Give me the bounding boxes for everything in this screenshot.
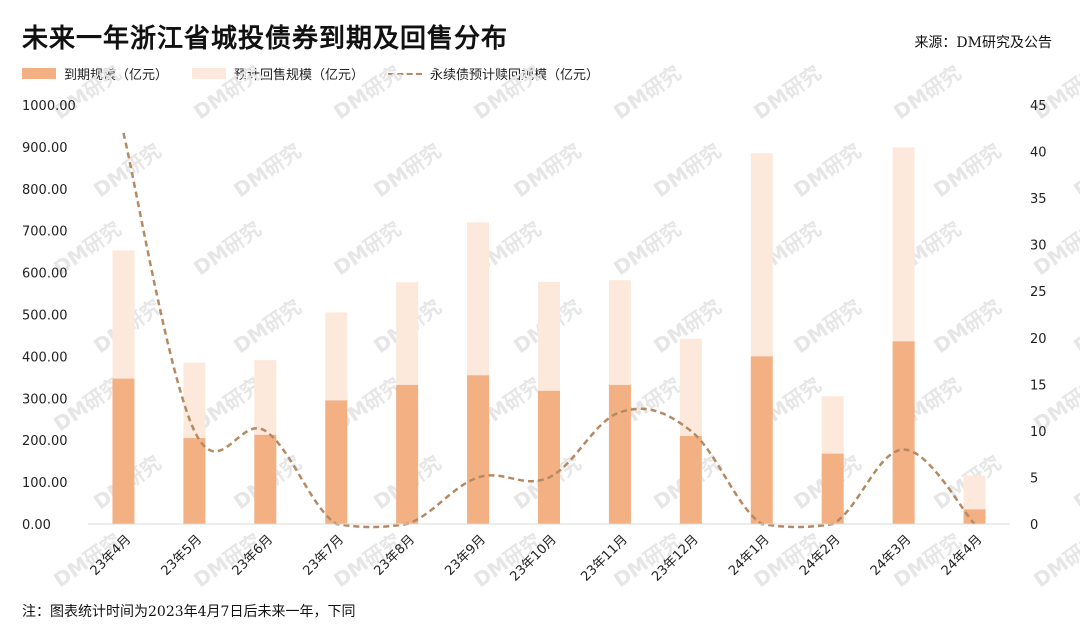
legend-label-maturity: 到期规模（亿元） xyxy=(64,68,169,83)
y-left-tick-label: 100.00 xyxy=(22,476,68,491)
y-right-tick-label: 40 xyxy=(1030,146,1047,161)
watermark-text: DM研究 xyxy=(609,217,685,281)
bar-maturity xyxy=(183,438,206,524)
bar-maturity xyxy=(467,375,490,524)
y-left-tick-label: 600.00 xyxy=(22,267,68,282)
watermark-text: DM研究 xyxy=(229,139,305,203)
bar-putback xyxy=(112,250,135,379)
legend-item-maturity: 到期规模（亿元） xyxy=(22,64,168,83)
watermark-text: DM研究 xyxy=(329,61,405,125)
bar-putback xyxy=(963,475,986,510)
watermark-text: DM研究 xyxy=(929,295,1005,359)
bar-maturity xyxy=(325,400,348,524)
bar-putback xyxy=(608,280,631,385)
bar-maturity xyxy=(254,434,277,524)
right-axis: 0 5 10 15 20 25 30 35 40 45 xyxy=(1030,99,1047,533)
bar-putback xyxy=(538,281,560,391)
legend-swatch-perpetual xyxy=(388,68,423,79)
y-left-tick-label: 1000.00 xyxy=(22,99,76,114)
watermark-text: DM研究 xyxy=(1069,139,1080,203)
bar-maturity xyxy=(538,390,560,524)
watermark-text: DM研究 xyxy=(49,61,125,125)
legend-label-putback: 预计回售规模（亿元） xyxy=(234,68,365,83)
watermark-text: DM研究 xyxy=(189,61,265,125)
watermark-text: DM研究 xyxy=(369,139,445,203)
bar-maturity xyxy=(821,453,844,524)
watermark-text: DM研究 xyxy=(889,61,965,125)
bar-putback xyxy=(254,360,277,435)
y-right-tick-label: 10 xyxy=(1030,425,1047,440)
source-label: 来源：DM研究及公告 xyxy=(914,35,1052,51)
y-right-tick-label: 45 xyxy=(1030,99,1047,114)
legend: 到期规模（亿元） 预计回售规模（亿元） 永续债预计赎回规模（亿元） xyxy=(22,64,599,83)
bar-putback xyxy=(396,282,419,385)
y-right-tick-label: 5 xyxy=(1030,471,1038,486)
watermark-text: DM研究 xyxy=(929,139,1005,203)
footnote: 注：图表统计时间为2023年4月7日后未来一年，下同 xyxy=(22,604,356,620)
bar-maturity xyxy=(750,356,773,524)
y-left-tick-label: 300.00 xyxy=(22,392,68,407)
y-left-tick-label: 200.00 xyxy=(22,434,68,449)
watermark-text: DM研究 xyxy=(1069,451,1080,515)
y-right-tick-label: 35 xyxy=(1030,192,1047,207)
bar-maturity xyxy=(892,341,915,524)
y-left-tick-label: 500.00 xyxy=(22,309,68,324)
bar-maturity xyxy=(112,378,135,524)
bar-maturity xyxy=(608,384,631,524)
y-left-tick-label: 0.00 xyxy=(22,518,51,533)
bar-putback xyxy=(325,312,348,401)
watermark-text: DM研究 xyxy=(789,295,865,359)
y-right-tick-label: 15 xyxy=(1030,378,1047,393)
legend-item-putback: 预计回售规模（亿元） xyxy=(192,64,364,83)
watermark-text: DM研究 xyxy=(229,295,305,359)
legend-swatch-maturity xyxy=(22,68,56,79)
y-left-tick-label: 700.00 xyxy=(22,225,68,240)
left-axis: 0.00 100.00 200.00 300.00 400.00 500.00 600.00… xyxy=(22,99,76,533)
y-right-tick-label: 20 xyxy=(1030,332,1047,347)
y-right-tick-label: 0 xyxy=(1030,518,1038,533)
bar-putback xyxy=(892,147,915,342)
watermark-text: DM研究 xyxy=(749,61,825,125)
bar-maturity xyxy=(396,384,419,524)
chart-title: 未来一年浙江省城投债券到期及回售分布 xyxy=(22,24,509,54)
legend-item-perpetual: 永续债预计赎回规模（亿元） xyxy=(388,64,599,83)
bar-maturity xyxy=(679,436,702,524)
watermark-text: DM研究 xyxy=(609,61,685,125)
legend-swatch-putback xyxy=(192,68,227,79)
watermark-text: DM研究 xyxy=(509,139,585,203)
y-left-tick-label: 400.00 xyxy=(22,350,68,365)
watermark-text: DM研究 xyxy=(649,139,725,203)
watermark-text: DM研究 xyxy=(1069,295,1080,359)
watermark-text: DM研究 xyxy=(329,217,405,281)
watermark-text: DM研究 xyxy=(469,61,545,125)
bar-putback xyxy=(679,338,702,437)
bar-putback xyxy=(821,396,844,454)
bar-putback xyxy=(183,362,206,439)
watermark-text: DM研究 xyxy=(789,139,865,203)
watermark-text: DM研究 xyxy=(189,217,265,281)
watermark-text: DM研究 xyxy=(1029,61,1080,125)
bar-putback xyxy=(467,222,490,376)
legend-label-perpetual: 永续债预计赎回规模（亿元） xyxy=(430,68,600,83)
bar-putback xyxy=(750,153,773,357)
y-left-tick-label: 800.00 xyxy=(22,183,68,198)
bars-layer xyxy=(112,147,986,524)
bar-maturity xyxy=(963,509,986,524)
y-right-tick-label: 30 xyxy=(1030,239,1047,254)
y-right-tick-label: 25 xyxy=(1030,285,1047,300)
y-left-tick-label: 900.00 xyxy=(22,141,68,156)
watermark-text: DM研究 xyxy=(1029,529,1080,593)
